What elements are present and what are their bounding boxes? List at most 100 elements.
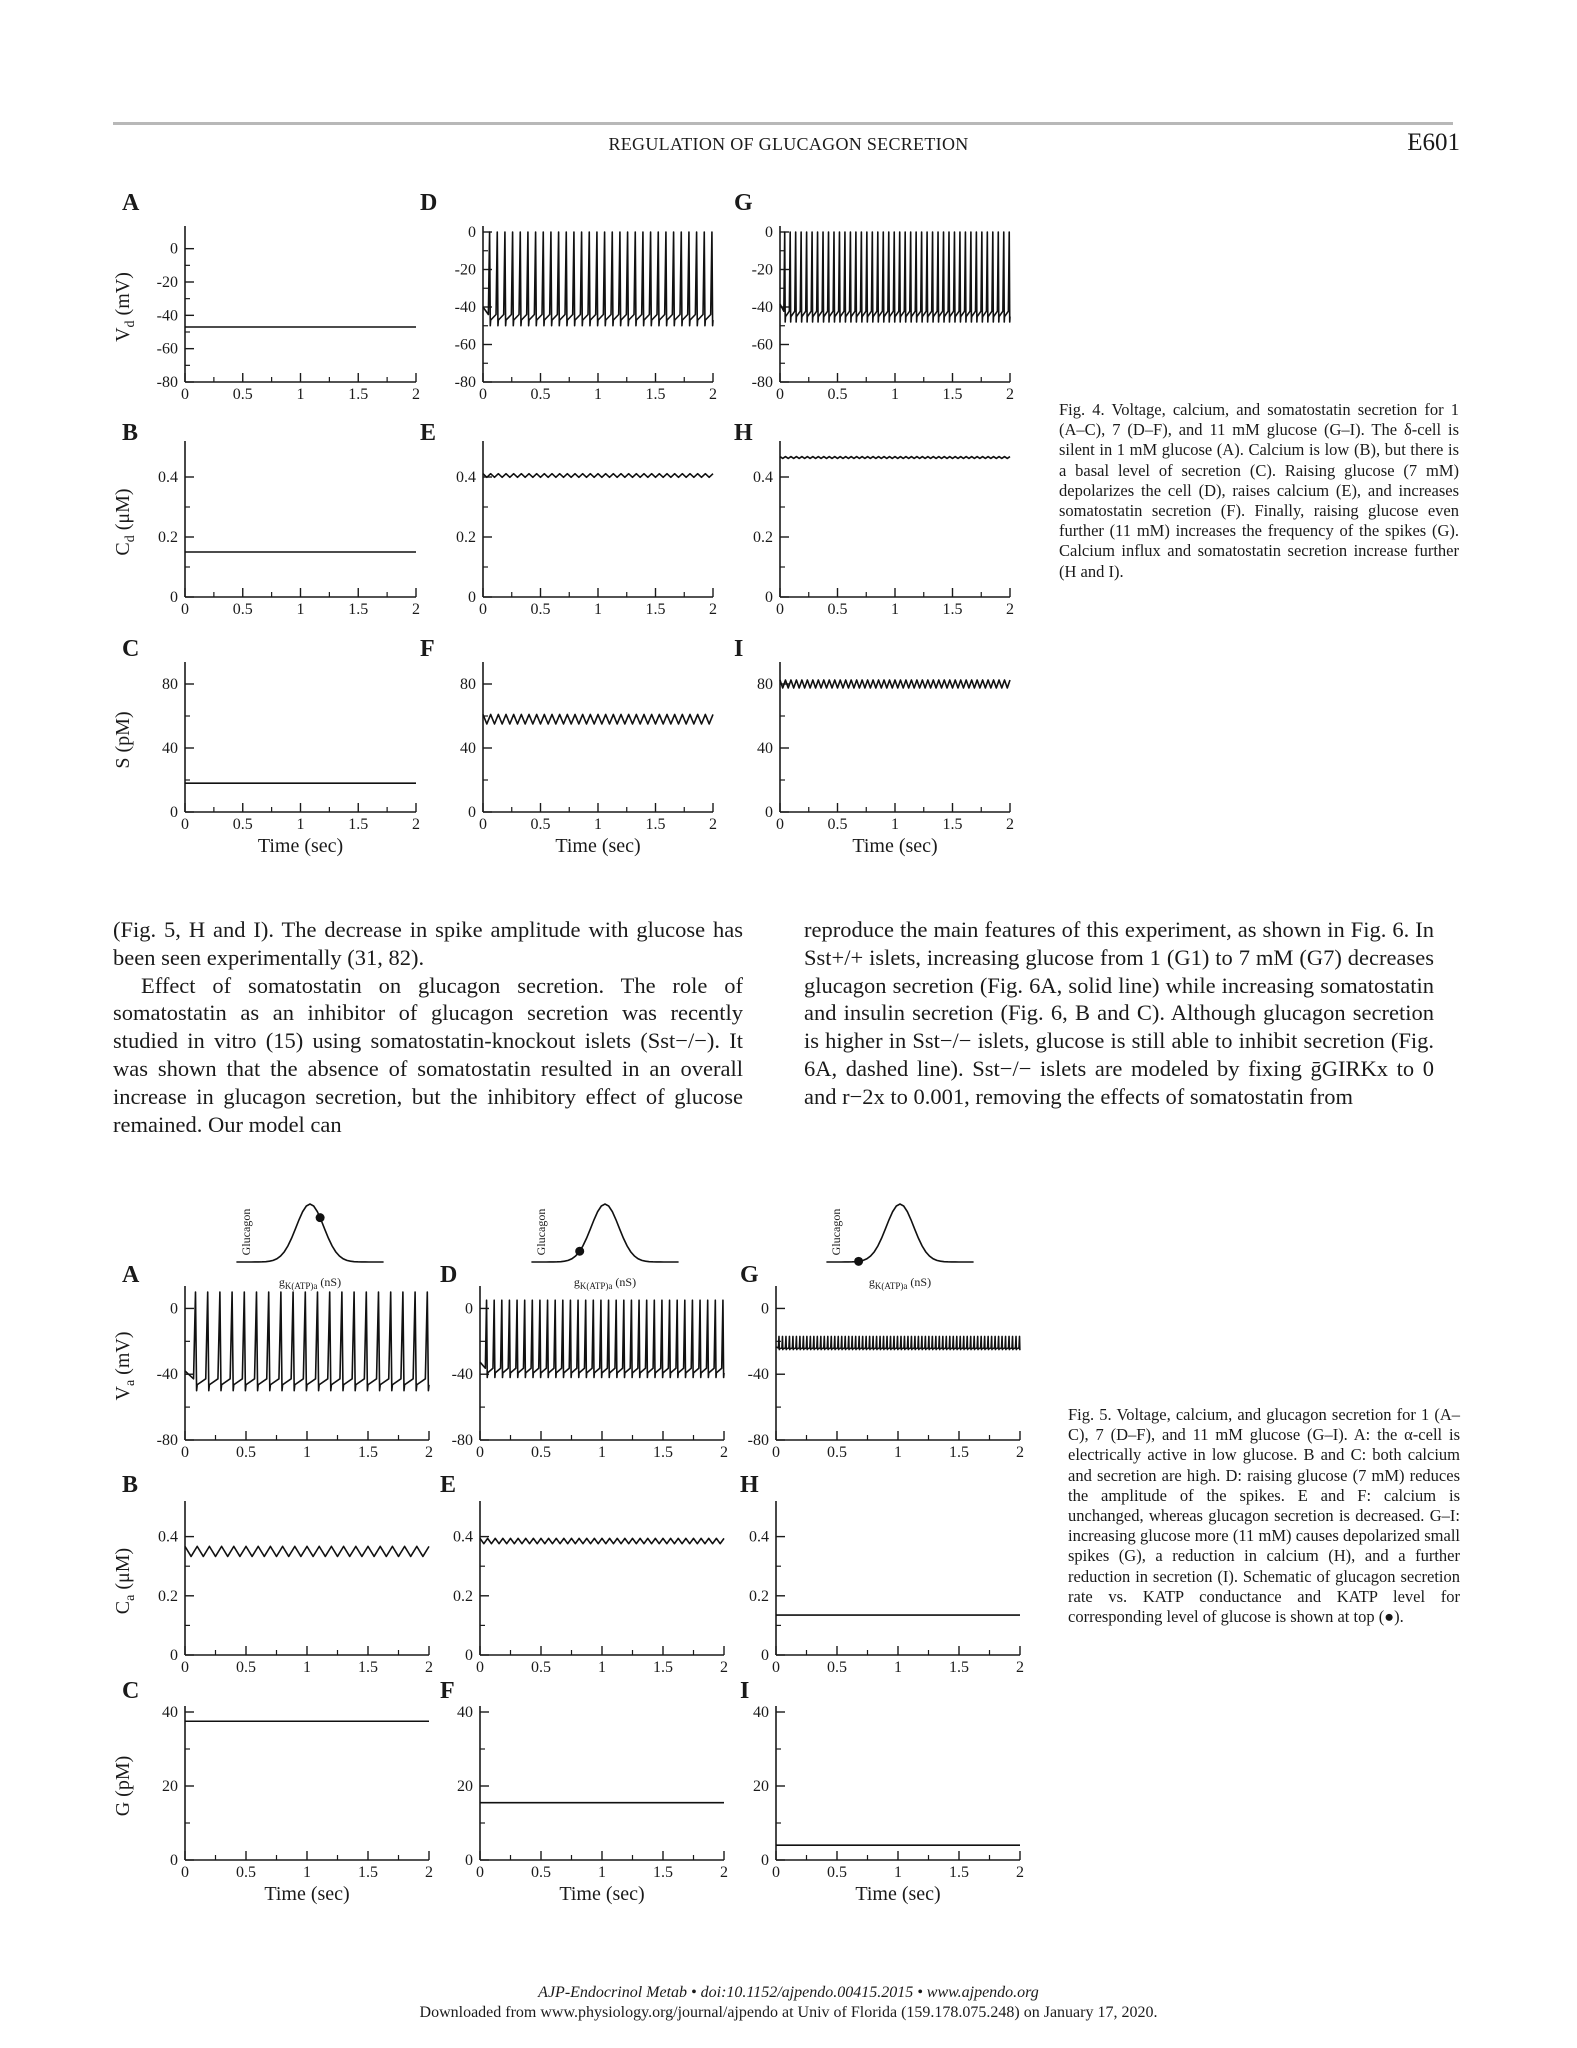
row-y-axis-label: S (pM) (112, 711, 134, 768)
x-tick-label: 0.5 (531, 386, 551, 403)
panel-letter-f: F (440, 1678, 455, 1704)
x-tick-label: 0 (476, 1864, 484, 1881)
y-tick-label: 20 (753, 1778, 769, 1795)
x-tick-label: 2 (412, 816, 420, 833)
footer-journal-line: AJP-Endocrinol Metab • doi:10.1152/ajpen… (538, 1984, 1039, 2001)
x-tick-label: 2 (1016, 1659, 1024, 1676)
x-tick-label: 2 (425, 1659, 433, 1676)
x-tick-label: 1.5 (949, 1659, 969, 1676)
x-tick-label: 1 (598, 1659, 606, 1676)
y-tick-label: 0 (170, 589, 178, 606)
y-tick-label: 80 (162, 676, 178, 693)
data-series-line (479, 1299, 725, 1379)
y-tick-label: 0 (465, 1647, 473, 1664)
y-tick-label: 0.2 (453, 1588, 473, 1605)
x-tick-label: 0.5 (236, 1659, 256, 1676)
y-tick-label: 20 (457, 1778, 473, 1795)
x-tick-label: 1.5 (949, 1864, 969, 1881)
y-tick-label: 40 (457, 1704, 473, 1721)
schematic-inset-g: Glucagon gK(ATP)a (nS) (826, 1203, 974, 1291)
x-tick-label: 2 (412, 386, 420, 403)
panel-letter-h: H (740, 1472, 759, 1498)
y-tick-label: -80 (157, 374, 178, 391)
y-tick-label: -60 (752, 337, 773, 354)
x-tick-label: 0.5 (828, 601, 848, 618)
body-paragraph: reproduce the main features of this expe… (804, 917, 1434, 1109)
chart-panel-fig5-g: 0 0.5 1 1.5 2 0 -40 -80 (748, 1286, 1024, 1461)
x-tick-label: 1.5 (943, 386, 963, 403)
chart-panel-fig5-a: 0 0.5 1 1.5 2 0 -40 -80 (157, 1286, 433, 1461)
x-tick-label: 0.5 (531, 1864, 551, 1881)
panel-letter-i: I (740, 1678, 749, 1704)
x-axis-label: Time (sec) (852, 835, 937, 857)
y-tick-label: 0.4 (158, 1529, 178, 1546)
x-tick-label: 1.5 (943, 601, 963, 618)
x-tick-label: 1 (894, 1659, 902, 1676)
y-tick-label: 0 (465, 1852, 473, 1869)
x-tick-label: 0 (479, 816, 487, 833)
y-tick-label: 0 (465, 1300, 473, 1317)
glucagon-curve (531, 1203, 679, 1263)
x-tick-label: 0.5 (236, 1444, 256, 1461)
x-tick-label: 0 (181, 1444, 189, 1461)
panel-letter-a: A (122, 190, 140, 216)
panel-letter-d: D (420, 190, 437, 216)
x-tick-label: 2 (1006, 386, 1014, 403)
panel-letter-e: E (440, 1472, 456, 1498)
body-left-column: (Fig. 5, H and I). The decrease in spike… (113, 916, 743, 1138)
y-tick-label: 0.2 (158, 529, 178, 546)
x-tick-label: 0 (772, 1659, 780, 1676)
x-tick-label: 1.5 (348, 601, 368, 618)
x-axis-label: Time (sec) (264, 1883, 349, 1905)
x-tick-label: 1 (891, 816, 899, 833)
y-tick-label: -40 (157, 1366, 178, 1383)
x-tick-label: 1.5 (358, 1864, 378, 1881)
chart-panel-fig4-a: 0 0.5 1 1.5 2 0 -20 -40 -60 -80 (157, 226, 420, 403)
chart-panel-fig5-b: 0 0.5 1 1.5 2 0 0.2 0.4 (158, 1501, 433, 1676)
figure-5-caption-text: Voltage, calcium, and glucagon secretion… (1068, 1405, 1461, 1627)
y-tick-label: -80 (752, 374, 773, 391)
panel-letter-h: H (734, 420, 753, 446)
x-tick-label: 2 (1016, 1444, 1024, 1461)
panel-letter-f: F (420, 636, 435, 662)
inset-x-label: gK(ATP)a (nS) (279, 1275, 341, 1291)
y-tick-label: 0 (761, 1300, 769, 1317)
x-tick-label: 0.5 (531, 601, 551, 618)
y-tick-label: -40 (157, 307, 178, 324)
y-tick-label: 0 (170, 804, 178, 821)
x-tick-label: 0 (479, 386, 487, 403)
glucagon-curve (826, 1203, 974, 1263)
y-tick-label: 0 (765, 804, 773, 821)
x-tick-label: 2 (720, 1659, 728, 1676)
y-tick-label: -80 (157, 1432, 178, 1449)
x-tick-label: 2 (1006, 601, 1014, 618)
x-tick-label: 1 (303, 1864, 311, 1881)
y-tick-label: 0.2 (753, 529, 773, 546)
x-tick-label: 2 (425, 1444, 433, 1461)
x-axis-label: Time (sec) (559, 1883, 644, 1905)
y-tick-label: 0 (468, 589, 476, 606)
data-series-line (482, 472, 714, 479)
y-tick-label: 80 (757, 676, 773, 693)
x-tick-label: 0.5 (828, 816, 848, 833)
figure-4-caption-label: Fig. 4. (1059, 400, 1105, 419)
glucagon-curve (236, 1203, 384, 1263)
x-tick-label: 1.5 (646, 816, 666, 833)
body-right-column: reproduce the main features of this expe… (804, 916, 1434, 1111)
y-tick-label: 0.4 (753, 469, 773, 486)
panel-letter-c: C (122, 1678, 139, 1704)
x-tick-label: 1 (297, 816, 305, 833)
x-tick-label: 2 (412, 601, 420, 618)
y-tick-label: 80 (460, 676, 476, 693)
schematic-inset-a: Glucagon gK(ATP)a (nS) (236, 1203, 384, 1291)
x-tick-label: 0.5 (828, 386, 848, 403)
x-tick-label: 0 (181, 816, 189, 833)
x-tick-label: 0.5 (531, 816, 551, 833)
y-tick-label: 40 (753, 1704, 769, 1721)
x-tick-label: 1 (297, 386, 305, 403)
y-tick-label: 20 (162, 1778, 178, 1795)
footer-download-line: Downloaded from www.physiology.org/journ… (419, 2004, 1158, 2021)
y-tick-label: 0 (765, 589, 773, 606)
inset-y-label: Glucagon (239, 1209, 253, 1256)
